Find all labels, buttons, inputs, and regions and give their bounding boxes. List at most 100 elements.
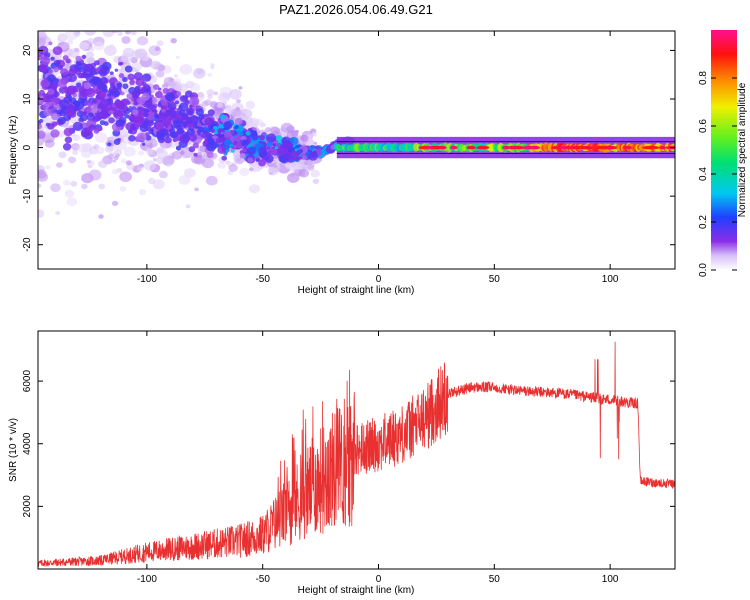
spectral-blob <box>96 81 106 90</box>
spectral-blob <box>83 63 94 73</box>
spectral-blob <box>99 92 106 98</box>
band-peak <box>622 145 633 150</box>
band-peak <box>529 145 541 150</box>
spectral-blob <box>65 86 75 95</box>
spectral-blob <box>62 143 72 151</box>
spectral-blob <box>81 130 89 138</box>
spectral-blob <box>196 122 202 127</box>
spectral-blob <box>148 45 162 56</box>
spectral-blob <box>62 55 69 61</box>
spectral-blob <box>125 160 132 166</box>
colorbar-tick-label: 0.6 <box>698 119 709 133</box>
spectral-blob <box>193 152 198 157</box>
spectral-blob <box>156 40 164 47</box>
spectral-blob <box>122 83 129 89</box>
spectral-blob <box>295 129 299 133</box>
spectral-blob <box>107 153 115 160</box>
spectral-blob <box>38 139 44 147</box>
spectral-blob <box>55 211 60 215</box>
spectral-blob <box>231 108 241 117</box>
band-peak <box>602 145 618 150</box>
spectral-blob <box>247 117 260 128</box>
spectral-blob <box>240 139 249 147</box>
spectral-blob <box>97 103 104 110</box>
spectral-blob <box>243 148 247 153</box>
spectral-blob <box>176 127 184 135</box>
spectral-blob <box>111 169 119 175</box>
spectral-blob <box>50 129 60 138</box>
spectral-blob <box>75 101 85 110</box>
band-peak <box>437 145 447 150</box>
spectral-blob <box>170 38 177 44</box>
spectral-blob <box>108 44 116 50</box>
spectral-blob <box>197 91 205 98</box>
spectral-blob <box>89 46 95 52</box>
spectral-blob <box>131 90 140 99</box>
spectral-blob <box>124 114 130 119</box>
spectral-blob <box>174 100 180 105</box>
spectral-blob <box>67 95 73 100</box>
spectral-blob <box>298 149 304 153</box>
spectral-blob <box>56 162 63 168</box>
spectral-blob <box>229 89 242 100</box>
x-tick-label: -50 <box>255 574 270 585</box>
band-peak <box>450 145 458 150</box>
spectral-blob <box>179 150 185 155</box>
spectral-blob <box>50 183 61 193</box>
spectral-blob <box>310 169 320 178</box>
spectral-blob <box>115 100 125 110</box>
spectral-blob <box>173 120 182 128</box>
spectral-blob <box>161 109 166 113</box>
spectral-blob <box>48 41 53 46</box>
spectrogram-frame <box>37 30 676 270</box>
spectral-blob <box>98 126 103 131</box>
spectral-blob <box>57 64 64 71</box>
spectral-blob <box>312 132 318 137</box>
spectral-blob <box>207 72 213 77</box>
spectral-blob <box>64 189 75 198</box>
spectral-blob <box>133 72 143 81</box>
spectral-blob <box>38 11 42 14</box>
spectral-blob <box>218 92 230 103</box>
spectral-blob <box>82 72 87 77</box>
x-tick-label: 50 <box>489 274 501 285</box>
spectral-blob <box>239 167 250 177</box>
spectrogram-ylabel: Frequency (Hz) <box>8 116 19 185</box>
x-tick-label: 100 <box>602 274 619 285</box>
spectral-blob <box>175 55 180 59</box>
spectral-blob <box>94 112 99 117</box>
spectral-blob <box>107 93 111 97</box>
spectral-blob <box>148 177 156 185</box>
spectral-blob <box>83 112 87 116</box>
spectral-blob <box>130 31 137 36</box>
spectral-blob <box>155 147 164 154</box>
spectral-blob <box>154 113 159 119</box>
spectral-blob <box>149 104 157 112</box>
spectral-blob <box>65 107 75 117</box>
spectral-blob <box>247 157 254 163</box>
spectral-blob <box>141 73 152 82</box>
x-tick-label: -50 <box>255 274 270 285</box>
x-tick-label: 0 <box>376 274 382 285</box>
spectral-blob <box>167 101 177 110</box>
spectral-blob <box>68 156 77 164</box>
spectral-blob <box>187 110 193 115</box>
spectral-blob <box>223 121 233 130</box>
spectral-blob <box>228 164 238 172</box>
spectral-blob <box>307 165 315 171</box>
spectral-blob <box>136 36 149 46</box>
spectral-blob <box>269 148 278 156</box>
spectral-band <box>333 136 675 159</box>
spectral-blob <box>112 159 117 163</box>
spectral-blob <box>57 61 61 65</box>
spectral-blob <box>258 159 266 167</box>
spectral-blob <box>155 91 163 99</box>
spectral-blob <box>221 129 226 133</box>
spectral-blob <box>152 179 165 190</box>
spectral-blob <box>204 117 214 126</box>
snr-xlabel: Height of straight line (km) <box>298 585 415 596</box>
spectral-blob <box>109 71 114 75</box>
spectral-blob <box>77 72 84 79</box>
spectral-blob <box>99 120 106 126</box>
spectral-blob <box>162 88 169 94</box>
